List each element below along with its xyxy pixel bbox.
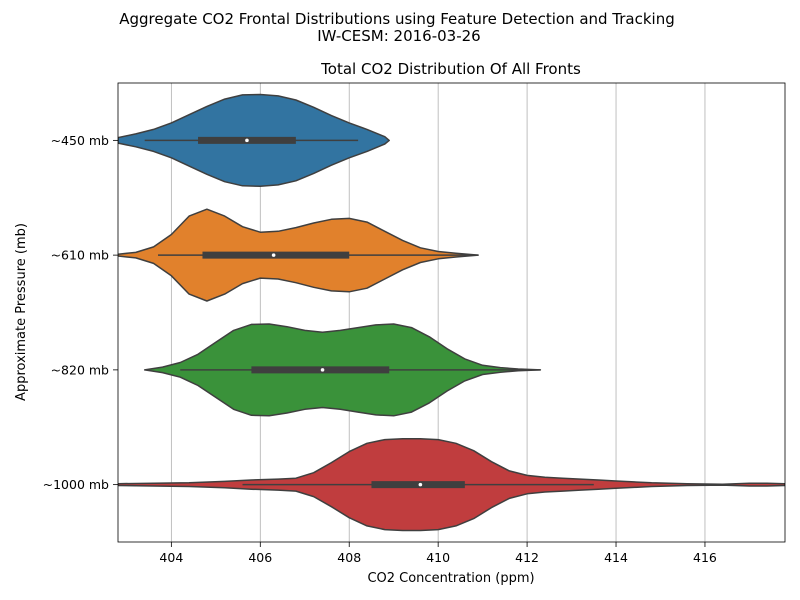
axes-title: Total CO2 Distribution Of All Fronts bbox=[320, 60, 581, 78]
violin-median-dot bbox=[418, 482, 423, 487]
violin-median-dot bbox=[245, 138, 249, 143]
x-tick-label: 410 bbox=[426, 550, 450, 565]
chart-suptitle-line2: IW-CESM: 2016-03-26 bbox=[317, 27, 480, 45]
violin-median-dot bbox=[320, 368, 325, 372]
y-axis-label: Approximate Pressure (mb) bbox=[14, 223, 29, 401]
axis-ticks: 404 406 408 410 412 414 416 ~450 mb ~610 mb ~820 … bbox=[43, 133, 717, 565]
plot-frame bbox=[117, 82, 786, 543]
y-tick-label: ~450 mb bbox=[51, 133, 109, 148]
y-tick-label: ~1000 mb bbox=[43, 477, 109, 492]
x-tick-label: 412 bbox=[515, 550, 539, 565]
x-tick-label: 414 bbox=[604, 550, 628, 565]
violin-iqr-box bbox=[202, 251, 350, 259]
chart-suptitle-line1: Aggregate CO2 Frontal Distributions usin… bbox=[119, 10, 675, 28]
violin-iqr-box bbox=[371, 481, 465, 489]
violin-layer bbox=[118, 93, 785, 532]
x-tick-label: 416 bbox=[693, 550, 717, 565]
y-tick-label: ~820 mb bbox=[51, 362, 109, 377]
y-tick-label: ~610 mb bbox=[51, 248, 109, 263]
x-tick-label: 404 bbox=[159, 550, 183, 565]
x-axis-label: CO2 Concentration (ppm) bbox=[367, 571, 534, 586]
box-layer bbox=[144, 136, 594, 489]
x-tick-label: 408 bbox=[337, 550, 361, 565]
x-tick-label: 406 bbox=[248, 550, 272, 565]
violin-median-dot bbox=[271, 253, 276, 257]
violin-iqr-box bbox=[251, 366, 390, 374]
